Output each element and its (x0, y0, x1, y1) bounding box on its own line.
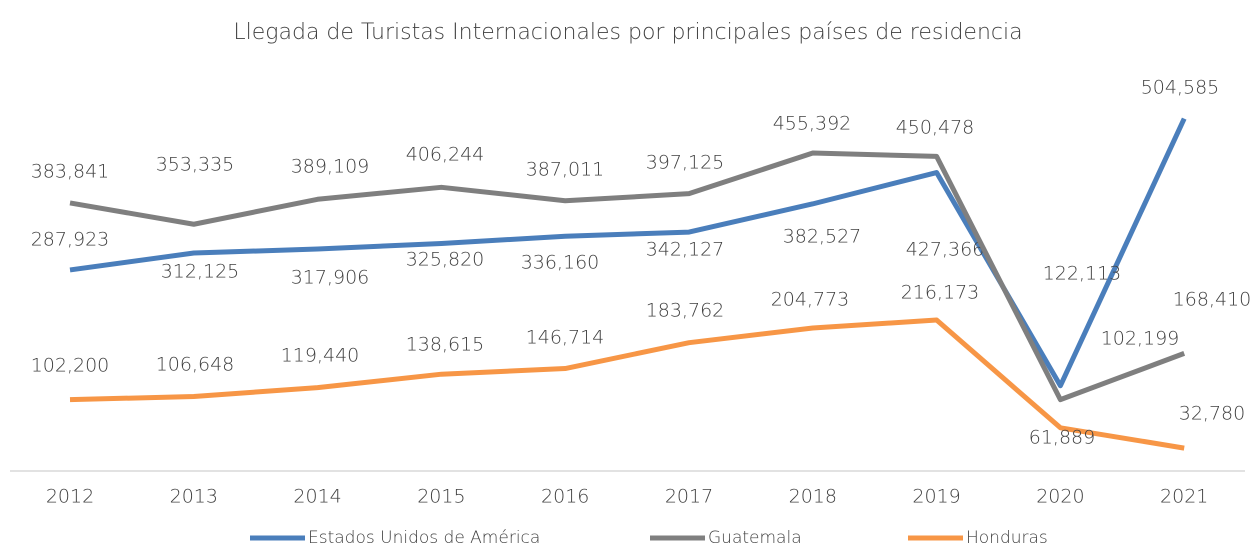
data-label: 168,410 (1173, 289, 1252, 311)
data-label: 138,615 (406, 334, 485, 356)
data-label: 389,109 (291, 156, 370, 178)
x-tick-label: 2021 (1160, 486, 1208, 508)
legend-label: Guatemala (708, 528, 802, 548)
data-label: 397,125 (646, 152, 725, 174)
data-label: 383,841 (31, 161, 110, 183)
data-label: 312,125 (161, 261, 240, 283)
data-label: 353,335 (156, 154, 235, 176)
data-label: 183,762 (646, 300, 725, 322)
data-label: 287,923 (31, 229, 110, 251)
data-label: 122,113 (1043, 263, 1122, 285)
series-line (69, 317, 1185, 451)
x-tick-label: 2012 (46, 486, 94, 508)
data-label: 106,648 (156, 354, 235, 376)
legend-label: Honduras (966, 528, 1048, 548)
x-tick-label: 2018 (789, 486, 837, 508)
data-label: 450,478 (896, 117, 975, 139)
x-tick-label: 2019 (912, 486, 960, 508)
data-label: 387,011 (526, 159, 605, 181)
data-label: 61,889 (1029, 427, 1095, 449)
series-line (69, 117, 1187, 389)
data-label: 119,440 (281, 345, 360, 367)
x-tick-label: 2013 (170, 486, 218, 508)
data-label: 146,714 (526, 327, 605, 349)
data-label: 342,127 (646, 239, 725, 261)
legend-label: Estados Unidos de América (308, 528, 540, 548)
data-label: 102,199 (1101, 328, 1180, 350)
data-label: 336,160 (521, 252, 600, 274)
data-label: 455,392 (773, 113, 852, 135)
x-tick-label: 2014 (293, 486, 341, 508)
data-label: 216,173 (901, 282, 980, 304)
data-label: 32,780 (1179, 403, 1245, 425)
data-label: 325,820 (406, 249, 485, 271)
data-label: 317,906 (291, 267, 370, 289)
data-label: 427,366 (906, 239, 985, 261)
data-label: 406,244 (406, 144, 485, 166)
x-tick-label: 2020 (1036, 486, 1084, 508)
data-label: 504,585 (1141, 77, 1220, 99)
data-label: 204,773 (771, 289, 850, 311)
x-tick-label: 2016 (541, 486, 589, 508)
data-label: 102,200 (31, 355, 110, 377)
data-label: 382,527 (783, 226, 862, 248)
chart-title: Llegada de Turistas Internacionales por … (233, 20, 1022, 45)
series-line (69, 150, 1186, 403)
x-tick-label: 2017 (665, 486, 713, 508)
x-tick-label: 2015 (417, 486, 465, 508)
